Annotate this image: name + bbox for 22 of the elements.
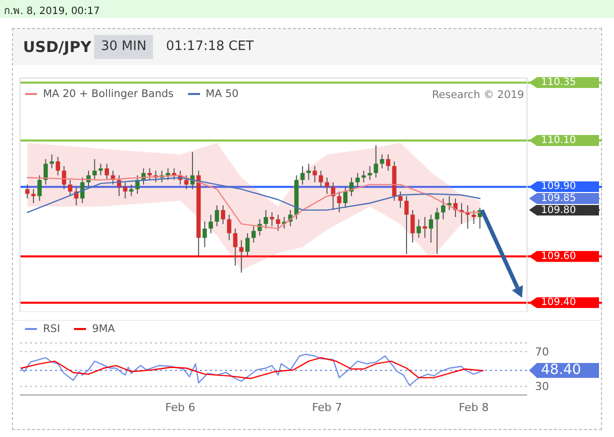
chart-title: USD/JPY	[23, 38, 92, 56]
ref-line-label: 109.85	[529, 192, 599, 204]
chart-subtitle: 30 MIN	[94, 35, 154, 59]
ref-line-label: 109.60	[529, 250, 599, 262]
x-tick-label: Feb 7	[312, 400, 342, 414]
legend-label: RSI	[42, 323, 60, 335]
ref-line-label: 109.40	[529, 297, 599, 308]
legend-label: 9MA	[91, 323, 115, 335]
annotation: Research © 2019	[432, 89, 524, 101]
ref-line-label: 109.90	[529, 181, 599, 192]
text: 01:17:18 CET	[166, 39, 254, 54]
text: ก.พ. 8, 2019, 00:17	[4, 5, 100, 18]
y-tick-label: 30	[535, 380, 549, 394]
ref-line-label: 110.10	[529, 135, 599, 146]
x-tick-label: Feb 6	[165, 400, 196, 414]
legend-label: MA 50	[204, 88, 239, 100]
ref-line-label: 48.40	[529, 362, 599, 378]
legend-label: MA 20 + Bollinger Bands	[42, 88, 174, 100]
ref-line-label: 109.80	[529, 204, 599, 216]
x-tick-label: Feb 8	[458, 400, 489, 414]
ref-line-label: 110.35	[529, 77, 599, 88]
y-tick-label: 70	[535, 346, 549, 359]
